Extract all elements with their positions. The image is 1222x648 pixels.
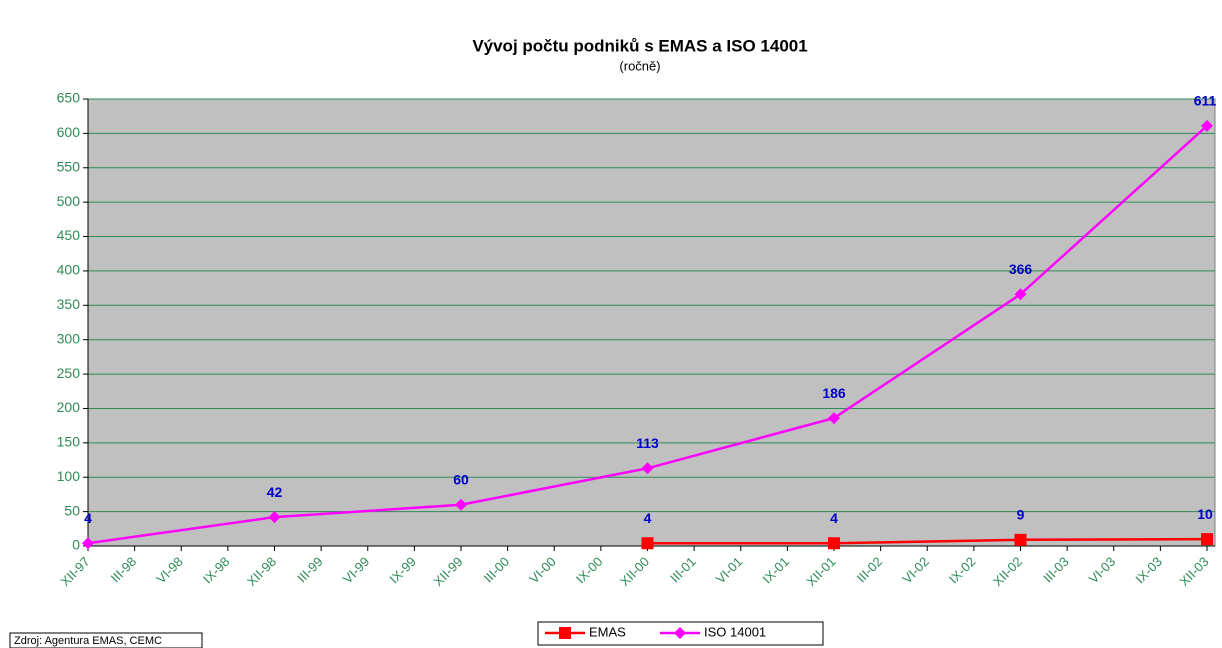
data-point (1014, 533, 1027, 546)
value-label: 9 (1017, 507, 1025, 523)
legend-marker (559, 627, 571, 639)
x-tick-label: VI-99 (340, 554, 373, 587)
x-tick-label: III-98 (108, 554, 140, 586)
data-point (268, 511, 281, 524)
x-tick-label: IX-02 (946, 554, 979, 587)
chart-subtitle: (ročně) (619, 58, 660, 73)
legend-marker (674, 627, 686, 639)
x-tick-label: IX-03 (1132, 554, 1165, 587)
x-tick-label: XII-00 (617, 554, 652, 589)
value-label: 4 (830, 510, 838, 526)
data-point (641, 537, 654, 550)
y-tick-label: 500 (57, 193, 81, 209)
value-label: 186 (822, 385, 846, 401)
x-tick-label: III-03 (1040, 554, 1072, 586)
x-tick-label: VI-00 (526, 554, 559, 587)
data-point (1201, 533, 1213, 546)
y-tick-label: 50 (64, 502, 80, 518)
source-box (9, 632, 203, 648)
value-label: 4 (644, 510, 652, 526)
value-label: 10 (1197, 506, 1213, 522)
x-tick-label: XII-98 (244, 554, 279, 589)
plot-area (87, 98, 1216, 547)
y-tick-label: 0 (72, 537, 80, 553)
x-tick-label: VI-03 (1086, 554, 1119, 587)
value-label: 42 (267, 484, 283, 500)
data-point (82, 537, 94, 550)
data-point (641, 462, 654, 475)
y-tick-label: 100 (57, 468, 81, 484)
y-tick-label: 200 (57, 399, 81, 415)
x-tick-label: VI-01 (713, 554, 746, 587)
data-point (1201, 119, 1213, 132)
x-tick-label: III-01 (667, 554, 699, 586)
value-label: 4 (84, 510, 92, 526)
x-tick-label: III-99 (294, 554, 326, 586)
y-tick-label: 250 (57, 365, 81, 381)
chart-title: Vývoj počtu podniků s EMAS a ISO 14001 (472, 36, 807, 55)
x-tick-label: IX-99 (386, 554, 419, 587)
x-tick-label: IX-01 (759, 554, 792, 587)
x-tick-label: XII-02 (990, 554, 1025, 589)
y-tick-label: 650 (57, 90, 81, 106)
y-tick-label: 300 (57, 330, 81, 346)
value-label: 366 (1009, 261, 1033, 277)
y-tick-label: 350 (57, 296, 81, 312)
x-tick-label: III-00 (481, 554, 513, 586)
series-line (647, 537, 1208, 545)
value-label: 611 (1194, 93, 1217, 109)
data-point (828, 412, 840, 425)
x-tick-label: IX-98 (200, 554, 233, 587)
y-tick-label: 400 (57, 262, 81, 278)
legend-label: EMAS (589, 624, 626, 639)
y-tick-label: 450 (57, 227, 81, 243)
x-tick-label: XII-01 (803, 554, 838, 589)
value-label: 60 (453, 471, 469, 487)
data-point (828, 537, 840, 550)
data-point (1014, 288, 1027, 301)
x-tick-label: III-02 (854, 554, 886, 586)
y-tick-label: 550 (57, 158, 81, 174)
data-point (455, 498, 467, 511)
x-tick-label: XII-97 (57, 554, 92, 589)
x-tick-label: XII-99 (430, 554, 465, 589)
x-tick-label: XII-03 (1176, 554, 1211, 589)
legend-label: ISO 14001 (704, 624, 766, 639)
y-tick-label: 600 (57, 124, 81, 140)
x-tick-label: VI-98 (153, 554, 186, 587)
value-label: 113 (636, 435, 659, 451)
y-tick-label: 150 (57, 434, 81, 450)
source: Zdroj: Agentura EMAS, CEMC (14, 635, 162, 647)
x-tick-label: IX-00 (573, 554, 606, 587)
x-tick-label: VI-02 (899, 554, 932, 587)
